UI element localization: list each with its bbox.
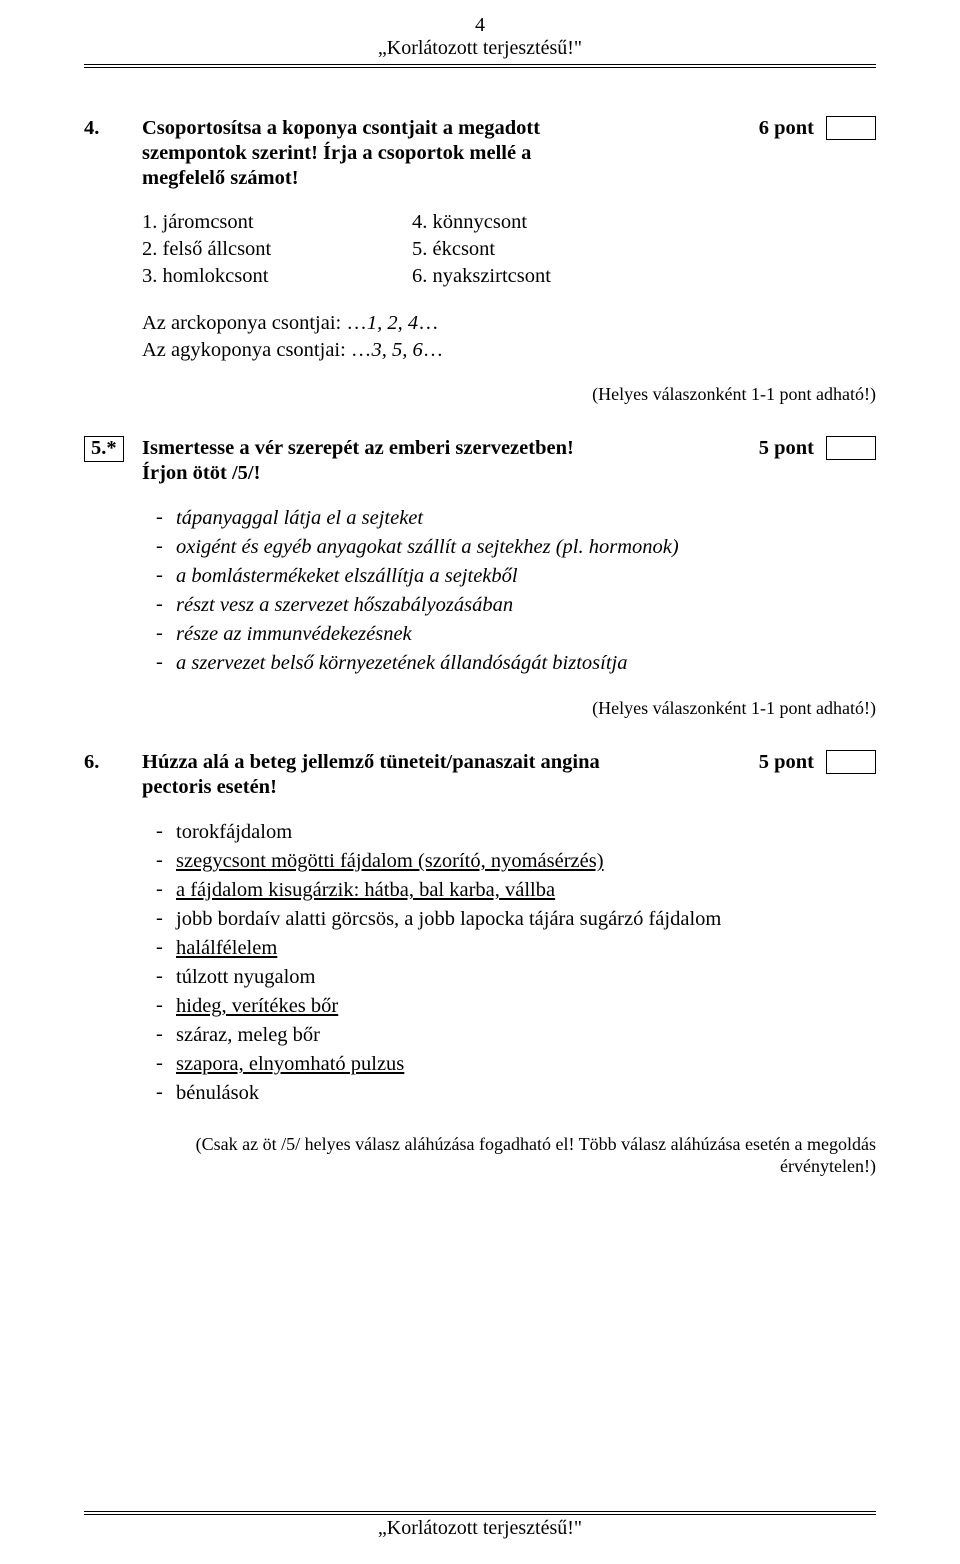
q6-item: száraz, meleg bőr bbox=[142, 1021, 876, 1050]
q4-opt-3: 3. homlokcsont bbox=[142, 263, 412, 290]
q6-item: szegycsont mögötti fájdalom (szorító, ny… bbox=[142, 847, 876, 876]
q6-item: jobb bordaív alatti görcsös, a jobb lapo… bbox=[142, 905, 876, 934]
q5-points-label: 5 pont bbox=[759, 436, 814, 461]
q4-answer-2: Az agykoponya csontjai: …3, 5, 6… bbox=[142, 337, 876, 364]
q4-a1-tail: … bbox=[418, 312, 439, 334]
q4-a2-tail: … bbox=[423, 339, 444, 361]
q5-title-line2: Írjon ötöt /5/! bbox=[142, 462, 260, 484]
q6-points: 5 pont bbox=[726, 750, 876, 775]
q5-item: része az immunvédekezésnek bbox=[142, 620, 876, 649]
q6-title: Húzza alá a beteg jellemző tüneteit/pana… bbox=[142, 750, 726, 800]
q6-item-text: szegycsont mögötti fájdalom (szorító, ny… bbox=[176, 850, 604, 872]
q6-answers: torokfájdalom szegycsont mögötti fájdalom… bbox=[142, 818, 876, 1108]
q6-item-text: szapora, elnyomható pulzus bbox=[176, 1053, 404, 1075]
page-number: 4 bbox=[84, 14, 876, 37]
q6-item: bénulások bbox=[142, 1079, 876, 1108]
q6-item: hideg, verítékes bőr bbox=[142, 992, 876, 1021]
q6-points-box bbox=[826, 750, 876, 774]
q6-item: halálfélelem bbox=[142, 934, 876, 963]
q6-item: a fájdalom kisugárzik: hátba, bal karba,… bbox=[142, 876, 876, 905]
q5-answers: tápanyaggal látja el a sejteket oxigént … bbox=[142, 504, 876, 678]
q5-heading-row: 5.* Ismertesse a vér szerepét az emberi … bbox=[84, 436, 876, 486]
q6-list: torokfájdalom szegycsont mögötti fájdalom… bbox=[142, 818, 876, 1108]
q6-title-line2: pectoris esetén! bbox=[142, 776, 277, 798]
q4-opt-4: 4. könnycsont bbox=[412, 209, 682, 236]
footer-rule-1 bbox=[84, 1511, 876, 1512]
q4-a2-label: Az agykoponya csontjai: … bbox=[142, 339, 371, 361]
q5-item: a szervezet belső környezetének állandós… bbox=[142, 649, 876, 678]
q4-left-column: 1. járomcsont 2. felső állcsont 3. homlo… bbox=[142, 209, 412, 290]
q4-points: 6 pont bbox=[726, 116, 876, 141]
q4-opt-1: 1. járomcsont bbox=[142, 209, 412, 236]
q5-title-line1: Ismertesse a vér szerepét az emberi szer… bbox=[142, 437, 574, 459]
question-5: 5.* Ismertesse a vér szerepét az emberi … bbox=[84, 436, 876, 720]
q4-points-box bbox=[826, 116, 876, 140]
q5-item: oxigént és egyéb anyagokat szállít a sej… bbox=[142, 533, 876, 562]
q6-note-line1: (Csak az öt /5/ helyes válasz aláhúzása … bbox=[196, 1134, 876, 1154]
q5-list: tápanyaggal látja el a sejteket oxigént … bbox=[142, 504, 876, 678]
q6-note-line2: érvénytelen!) bbox=[780, 1156, 876, 1176]
q6-item-text: hideg, verítékes bőr bbox=[176, 995, 338, 1017]
q4-opt-2: 2. felső állcsont bbox=[142, 236, 412, 263]
q4-title-line2: szempontok szerint! Írja a csoportok mel… bbox=[142, 142, 531, 164]
q5-points-box bbox=[826, 436, 876, 460]
content-area: 4. Csoportosítsa a koponya csontjait a m… bbox=[84, 116, 876, 1178]
q4-answer-1: Az arckoponya csontjai: …1, 2, 4… bbox=[142, 310, 876, 337]
q6-item: túlzott nyugalom bbox=[142, 963, 876, 992]
q6-number: 6. bbox=[84, 750, 142, 775]
q4-answers: Az arckoponya csontjai: …1, 2, 4… Az agy… bbox=[142, 310, 876, 364]
page-header: 4 „Korlátozott terjesztésű!" bbox=[84, 14, 876, 60]
document-page: 4 „Korlátozott terjesztésű!" 4. Csoporto… bbox=[0, 0, 960, 1564]
q4-number: 4. bbox=[84, 116, 142, 141]
q4-note: (Helyes válaszonként 1-1 pont adható!) bbox=[84, 384, 876, 406]
q5-number-text: 5.* bbox=[84, 436, 124, 462]
header-rule-2 bbox=[84, 67, 876, 68]
q6-points-label: 5 pont bbox=[759, 750, 814, 775]
q5-item: részt vesz a szervezet hőszabályozásában bbox=[142, 591, 876, 620]
q4-opt-6: 6. nyakszirtcsont bbox=[412, 263, 682, 290]
q4-heading-row: 4. Csoportosítsa a koponya csontjait a m… bbox=[84, 116, 876, 191]
q4-a1-val: 1, 2, 4 bbox=[367, 312, 418, 334]
q6-item-text: a fájdalom kisugárzik: hátba, bal karba,… bbox=[176, 879, 555, 901]
q4-title-line1: Csoportosítsa a koponya csontjait a mega… bbox=[142, 117, 540, 139]
q6-item: torokfájdalom bbox=[142, 818, 876, 847]
q5-item: tápanyaggal látja el a sejteket bbox=[142, 504, 876, 533]
q4-right-column: 4. könnycsont 5. ékcsont 6. nyakszirtcso… bbox=[412, 209, 682, 290]
q5-title: Ismertesse a vér szerepét az emberi szer… bbox=[142, 436, 726, 486]
header-rule-1 bbox=[84, 64, 876, 65]
q5-number: 5.* bbox=[84, 436, 142, 462]
question-4: 4. Csoportosítsa a koponya csontjait a m… bbox=[84, 116, 876, 406]
q4-points-label: 6 pont bbox=[759, 116, 814, 141]
q5-points: 5 pont bbox=[726, 436, 876, 461]
restriction-header: „Korlátozott terjesztésű!" bbox=[84, 37, 876, 60]
q4-title-line3: megfelelő számot! bbox=[142, 167, 299, 189]
question-6: 6. Húzza alá a beteg jellemző tüneteit/p… bbox=[84, 750, 876, 1178]
footer-rule-2 bbox=[84, 1514, 876, 1515]
q6-heading-row: 6. Húzza alá a beteg jellemző tüneteit/p… bbox=[84, 750, 876, 800]
q4-a1-label: Az arckoponya csontjai: … bbox=[142, 312, 367, 334]
q4-a2-val: 3, 5, 6 bbox=[371, 339, 422, 361]
q5-item: a bomlástermékeket elszállítja a sejtekb… bbox=[142, 562, 876, 591]
q5-note: (Helyes válaszonként 1-1 pont adható!) bbox=[84, 698, 876, 720]
q4-options: 1. járomcsont 2. felső állcsont 3. homlo… bbox=[142, 209, 876, 290]
page-footer: „Korlátozott terjesztésű!" bbox=[84, 1511, 876, 1540]
q4-opt-5: 5. ékcsont bbox=[412, 236, 682, 263]
q6-item-text: halálfélelem bbox=[176, 937, 277, 959]
q6-note: (Csak az öt /5/ helyes válasz aláhúzása … bbox=[84, 1134, 876, 1178]
restriction-footer: „Korlátozott terjesztésű!" bbox=[84, 1517, 876, 1540]
q6-title-line1: Húzza alá a beteg jellemző tüneteit/pana… bbox=[142, 751, 600, 773]
q6-item: szapora, elnyomható pulzus bbox=[142, 1050, 876, 1079]
q4-title: Csoportosítsa a koponya csontjait a mega… bbox=[142, 116, 726, 191]
